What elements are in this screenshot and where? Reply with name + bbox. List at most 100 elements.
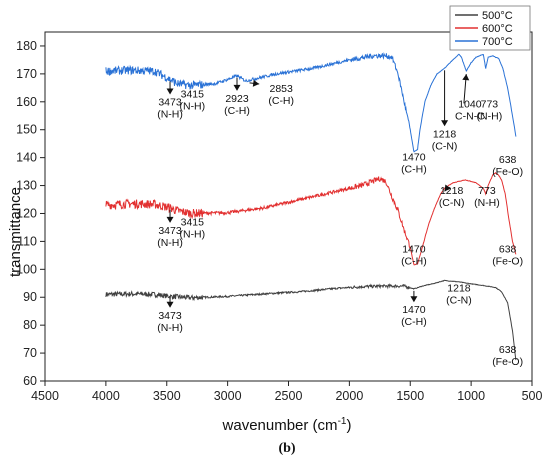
x-tick-label: 3000 <box>214 389 242 403</box>
annotation-wavenumber: 3473 <box>158 96 182 108</box>
y-tick-label: 110 <box>17 234 37 248</box>
annotation-assignment: (N-H) <box>477 110 503 122</box>
annotation-3415: 3415(N-H) <box>179 216 205 240</box>
x-tick-label: 2500 <box>275 389 303 403</box>
annotation-wavenumber: 3473 <box>158 310 182 322</box>
annotation-773: 773(N-H) <box>474 185 500 209</box>
x-tick-label: 2000 <box>335 389 363 403</box>
x-tick-label: 1000 <box>457 389 485 403</box>
annotation-layer: 3473(N-H)3415(N-H)2923(C-H)2853(C-H)1470… <box>157 70 523 368</box>
annotation-assignment: (Fe-O) <box>492 166 523 178</box>
annotation-assignment: (C-H) <box>268 95 294 107</box>
y-tick-label: 60 <box>23 374 37 388</box>
annotation-1218: 1218(C-N) <box>432 70 458 152</box>
y-tick-label: 180 <box>16 39 37 53</box>
annotation-wavenumber: 2853 <box>270 83 294 95</box>
x-axis-title-superscript: -1 <box>338 416 347 427</box>
annotation-638: 638(Fe-O) <box>492 244 523 268</box>
annotation-3473: 3473(N-H) <box>157 209 183 249</box>
x-tick-label: 4000 <box>92 389 120 403</box>
legend-label-1: 600°C <box>482 23 513 35</box>
annotation-assignment: (C-H) <box>401 256 427 268</box>
annotation-assignment: C-N-C <box>455 110 485 122</box>
annotation-3473: 3473(N-H) <box>157 298 183 334</box>
annotation-arrowhead <box>166 301 174 308</box>
annotation-wavenumber: 1040 <box>458 98 482 110</box>
annotation-wavenumber: 638 <box>499 154 517 166</box>
annotation-773: 773(N-H) <box>477 98 503 122</box>
y-tick-label: 100 <box>16 262 37 276</box>
x-tick-label: 3500 <box>153 389 181 403</box>
annotation-1470: 1470(C-H) <box>401 151 427 175</box>
annotation-wavenumber: 773 <box>481 98 499 110</box>
annotation-2923: 2923(C-H) <box>224 77 250 117</box>
y-tick-label: 130 <box>16 179 37 193</box>
annotation-3415: 3415(N-H) <box>179 89 205 113</box>
y-tick-label: 170 <box>16 67 37 81</box>
annotation-wavenumber: 3415 <box>181 89 205 101</box>
annotation-wavenumber: 3415 <box>181 216 205 228</box>
annotation-1470: 1470(C-H) <box>401 290 427 328</box>
y-tick-label: 90 <box>23 290 37 304</box>
annotation-assignment: (N-H) <box>157 237 183 249</box>
legend-label-0: 500°C <box>482 10 513 22</box>
annotation-assignment: (N-H) <box>474 197 500 209</box>
series-line-0 <box>105 279 517 361</box>
annotation-arrowhead <box>462 74 470 81</box>
annotation-assignment: (N-H) <box>179 228 205 240</box>
annotation-arrowhead <box>410 296 418 303</box>
annotation-wavenumber: 1218 <box>433 128 457 140</box>
series-line-2 <box>105 52 517 153</box>
annotation-assignment: (Fe-O) <box>492 356 523 368</box>
annotation-wavenumber: 638 <box>499 344 517 356</box>
y-tick-label: 70 <box>23 346 37 360</box>
annotation-1218: 1218(C-N) <box>439 184 465 209</box>
x-tick-label: 500 <box>522 389 543 403</box>
annotation-wavenumber: 638 <box>499 244 517 256</box>
x-axis-title: wavenumber (cm-1) <box>222 416 352 434</box>
annotation-assignment: (C-N) <box>439 197 465 209</box>
annotation-assignment: (N-H) <box>157 322 183 334</box>
annotation-wavenumber: 1470 <box>402 244 426 256</box>
annotation-wavenumber: 1470 <box>402 304 426 316</box>
tick-layer: 4500 4000 3500 3000 2500 2000 1500 1000 500 60 70 8… <box>16 39 542 403</box>
y-tick-label: 160 <box>16 95 37 109</box>
y-axis-title: transmittance <box>7 187 24 277</box>
annotation-assignment: (N-H) <box>179 101 205 113</box>
legend-label-2: 700°C <box>482 36 513 48</box>
annotation-assignment: (C-H) <box>401 163 427 175</box>
annotation-assignment: (Fe-O) <box>492 256 523 268</box>
annotation-1218: 1218(C-N) <box>446 283 472 307</box>
x-tick-label: 1500 <box>396 389 424 403</box>
y-tick-label: 150 <box>16 123 37 137</box>
annotation-2853: 2853(C-H) <box>249 79 294 107</box>
annotation-assignment: (C-H) <box>401 316 427 328</box>
annotation-assignment: (C-N) <box>446 295 472 307</box>
annotation-1470: 1470(C-H) <box>401 244 427 268</box>
annotation-arrowhead <box>233 84 241 91</box>
annotation-wavenumber: 773 <box>478 185 496 197</box>
annotation-wavenumber: 1470 <box>402 151 426 163</box>
y-tick-label: 80 <box>23 318 37 332</box>
annotation-arrowhead <box>252 79 260 87</box>
figure-caption: (b) <box>278 441 295 456</box>
annotation-arrowhead <box>444 184 451 192</box>
x-tick-label: 4500 <box>31 389 59 403</box>
annotation-arrowhead <box>166 88 174 95</box>
annotation-3473: 3473(N-H) <box>157 81 183 120</box>
annotation-wavenumber: 1218 <box>440 185 464 197</box>
annotation-assignment: (N-H) <box>157 108 183 120</box>
annotation-assignment: (C-H) <box>224 105 250 117</box>
annotation-arrowhead <box>166 216 174 223</box>
annotation-638: 638(Fe-O) <box>492 344 523 368</box>
annotation-assignment: (C-N) <box>432 140 458 152</box>
annotation-wavenumber: 3473 <box>158 225 182 237</box>
annotation-638: 638(Fe-O) <box>492 154 523 178</box>
y-tick-label: 120 <box>16 206 37 220</box>
annotation-arrowhead <box>441 120 449 127</box>
y-tick-label: 140 <box>16 151 37 165</box>
annotation-wavenumber: 2923 <box>225 93 249 105</box>
